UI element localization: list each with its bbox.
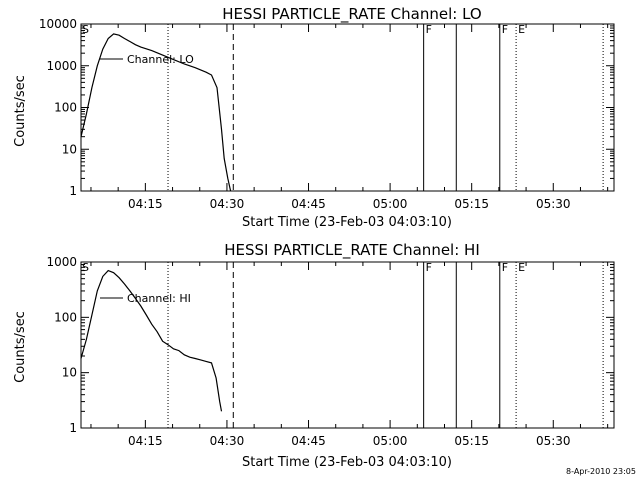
series-line [80,33,232,192]
panel-title-lo: HESSI PARTICLE_RATE Channel: LO [222,5,481,24]
x-axis-label-hi: Start Time (23-Feb-03 04:03:10) [242,455,452,470]
x-tick-label: 05:30 [536,434,571,448]
y-tick-label: 10000 [39,17,77,31]
y-tick-label: 10 [62,366,77,380]
y-tick-label: 100 [54,310,77,324]
x-tick-label: 04:45 [291,197,326,211]
panel-hi: HESSI PARTICLE_RATE Channel: HI Counts/s… [13,241,615,470]
start-marker: S [82,261,89,274]
panel-lo: HESSI PARTICLE_RATE Channel: LO Counts/s… [13,5,615,230]
start-marker: S [82,23,89,36]
series-line [80,269,223,412]
y-tick-label: 1000 [46,59,77,73]
y-axis-label-lo: Counts/sec [13,75,28,147]
y-tick-label: 100 [54,101,77,115]
x-tick-label: 04:30 [210,434,245,448]
x-tick-label: 05:00 [373,434,408,448]
event-marker-E: E [518,261,525,274]
x-tick-label: 04:45 [291,434,326,448]
legend-label-hi: Channel: HI [127,292,191,305]
event-marker-F: F [426,23,432,36]
x-tick-label: 05:00 [373,197,408,211]
x-tick-label: 05:30 [536,197,571,211]
x-tick-label: 04:15 [128,434,163,448]
y-tick-label: 1000 [46,255,77,269]
y-tick-label: 1 [69,184,77,198]
panel-title-hi: HESSI PARTICLE_RATE Channel: HI [224,241,480,260]
x-tick-label: 05:15 [454,197,489,211]
x-axis-label-lo: Start Time (23-Feb-03 04:03:10) [242,215,452,230]
event-marker-F: F [426,261,432,274]
event-marker-F: F [502,261,508,274]
y-tick-label: 10 [62,142,77,156]
plot-frame-hi [80,261,615,429]
x-tick-label: 05:15 [454,434,489,448]
print-timestamp: 8-Apr-2010 23:05 [566,467,636,476]
x-tick-label: 04:15 [128,197,163,211]
event-marker-F: F [502,23,508,36]
y-axis-label-hi: Counts/sec [13,311,28,383]
x-tick-label: 04:30 [210,197,245,211]
legend-label-lo: Channel: LO [127,53,194,66]
y-tick-label: 1 [69,421,77,435]
event-marker-E: E [518,23,525,36]
